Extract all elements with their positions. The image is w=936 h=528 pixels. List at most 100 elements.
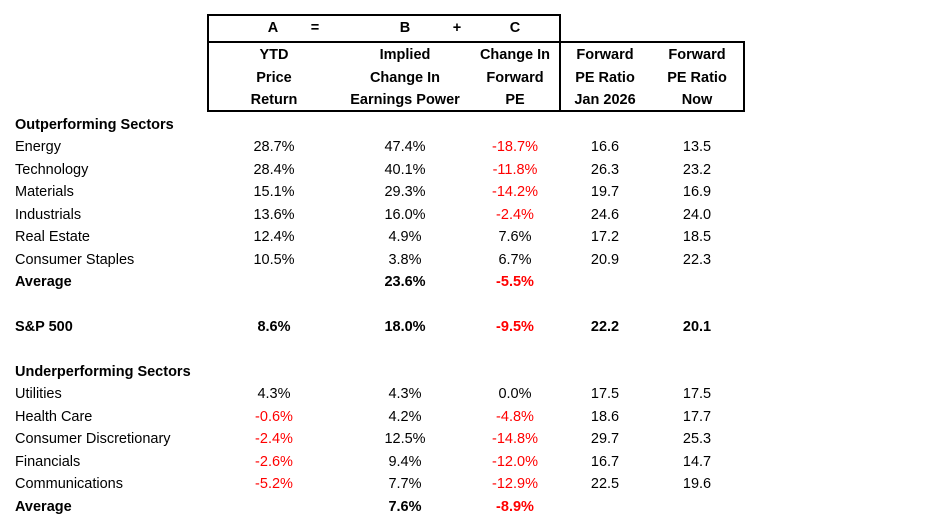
row-label: Industrials — [15, 206, 82, 223]
column-header-ytd-line1: YTD — [259, 47, 289, 63]
cell-pe-jan: 29.7 — [590, 431, 620, 447]
cell-pe-jan: 19.7 — [590, 184, 620, 200]
row-label: Consumer Staples — [15, 251, 135, 268]
cell-earnings: 7.7% — [388, 476, 422, 492]
cell-pe-change: -9.5% — [496, 319, 534, 335]
cell-pe-jan: 18.6 — [590, 408, 620, 425]
row-label: Health Care — [15, 408, 93, 425]
cell-ytd: -2.4% — [255, 431, 293, 447]
formula-plus: + — [452, 20, 462, 36]
cell-pe-change: -4.8% — [496, 408, 534, 425]
column-header-pe-now-line3: Now — [681, 92, 713, 108]
cell-pe-jan: 17.5 — [590, 386, 620, 402]
formula-equals: = — [310, 20, 320, 36]
column-header-pe-now-line2: PE Ratio — [667, 69, 727, 86]
cell-ytd: -5.2% — [255, 476, 293, 492]
column-header-pe-jan: Forward PE Ratio Jan 2026 — [550, 44, 660, 112]
cell-pe-jan: 20.9 — [590, 251, 620, 268]
cell-earnings: 4.3% — [388, 386, 422, 402]
formula-a: A — [267, 20, 279, 36]
cell-pe-change: 0.0% — [498, 386, 532, 402]
column-header-pe-now: Forward PE Ratio Now — [642, 44, 752, 112]
column-header-earnings-line1: Implied — [379, 47, 431, 63]
cell-pe-now: 17.7 — [682, 408, 712, 425]
cell-pe-jan: 16.7 — [590, 453, 620, 470]
cell-pe-change: 6.7% — [498, 251, 532, 268]
cell-earnings: 3.8% — [388, 251, 422, 268]
cell-pe-change: -8.9% — [496, 498, 534, 515]
section-title-outperforming: Outperforming Sectors — [15, 117, 174, 133]
cell-pe-jan: 22.5 — [590, 476, 620, 492]
row-label: Technology — [15, 161, 89, 178]
row-label: Materials — [15, 184, 74, 200]
column-header-pe-jan-line3: Jan 2026 — [574, 92, 636, 108]
cell-ytd: 8.6% — [257, 319, 291, 335]
row-label: S&P 500 — [15, 319, 73, 335]
cell-ytd: 28.4% — [253, 161, 295, 178]
row-label: Energy — [15, 139, 61, 155]
cell-ytd: 4.3% — [257, 386, 291, 402]
cell-earnings: 4.2% — [388, 408, 422, 425]
column-header-earnings: Implied Change In Earnings Power — [345, 44, 465, 112]
cell-ytd: 12.4% — [253, 229, 295, 245]
cell-earnings: 9.4% — [388, 453, 422, 470]
cell-pe-change: -14.2% — [492, 184, 538, 200]
cell-earnings: 12.5% — [384, 431, 426, 447]
section-title-underperforming: Underperforming Sectors — [15, 364, 191, 380]
cell-earnings: 4.9% — [388, 229, 422, 245]
row-label: Communications — [15, 476, 123, 492]
cell-pe-now: 23.2 — [682, 161, 712, 178]
cell-pe-change: -2.4% — [496, 206, 534, 223]
cell-pe-now: 24.0 — [682, 206, 712, 223]
cell-pe-change: 7.6% — [498, 229, 532, 245]
cell-pe-now: 25.3 — [682, 431, 712, 447]
cell-pe-change: -11.8% — [492, 161, 538, 178]
column-header-pe-jan-line1: Forward — [576, 47, 634, 63]
cell-earnings: 16.0% — [384, 206, 426, 223]
cell-pe-change: -12.0% — [492, 453, 538, 470]
cell-pe-change: -18.7% — [492, 139, 538, 155]
column-header-pe-change-line1: Change In — [479, 47, 551, 63]
cell-pe-jan: 17.2 — [590, 229, 620, 245]
cell-ytd: 10.5% — [253, 251, 295, 268]
cell-pe-now: 14.7 — [682, 453, 712, 470]
cell-pe-now: 19.6 — [682, 476, 712, 492]
cell-ytd: 13.6% — [253, 206, 295, 223]
column-header-earnings-line2: Change In — [369, 69, 441, 86]
column-header-earnings-line3: Earnings Power — [350, 92, 460, 108]
cell-ytd: 15.1% — [253, 184, 295, 200]
cell-pe-now: 13.5 — [682, 139, 712, 155]
cell-earnings: 23.6% — [384, 274, 426, 290]
row-label: Average — [15, 498, 72, 515]
column-header-ytd-line2: Price — [256, 69, 292, 86]
row-label: Financials — [15, 453, 81, 470]
row-label: Utilities — [15, 386, 62, 402]
column-header-pe-change-line3: PE — [505, 92, 525, 108]
abc-header-divider — [207, 41, 561, 43]
cell-pe-now: 16.9 — [682, 184, 712, 200]
cell-earnings: 7.6% — [388, 498, 422, 515]
cell-pe-jan: 16.6 — [590, 139, 620, 155]
cell-pe-change: -14.8% — [492, 431, 538, 447]
row-label: Average — [15, 274, 72, 290]
cell-pe-change: -12.9% — [492, 476, 538, 492]
cell-ytd: -2.6% — [255, 453, 293, 470]
column-header-ytd: YTD Price Return — [219, 44, 329, 112]
cell-pe-now: 22.3 — [682, 251, 712, 268]
column-header-pe-change-line2: Forward — [486, 69, 544, 86]
row-label: Real Estate — [15, 229, 90, 245]
column-header-ytd-line3: Return — [250, 92, 298, 108]
pe-header-box — [559, 41, 745, 112]
formula-c: C — [509, 20, 521, 36]
cell-pe-now: 17.5 — [682, 386, 712, 402]
cell-ytd: -0.6% — [255, 408, 293, 425]
column-header-pe-jan-line2: PE Ratio — [575, 69, 635, 86]
cell-earnings: 18.0% — [384, 319, 426, 335]
cell-ytd: 28.7% — [253, 139, 295, 155]
cell-pe-jan: 24.6 — [590, 206, 620, 223]
cell-pe-jan: 26.3 — [590, 161, 620, 178]
column-header-pe-now-line1: Forward — [668, 47, 726, 63]
row-label: Consumer Discretionary — [15, 431, 171, 447]
cell-pe-jan: 22.2 — [590, 319, 620, 335]
cell-pe-now: 18.5 — [682, 229, 712, 245]
